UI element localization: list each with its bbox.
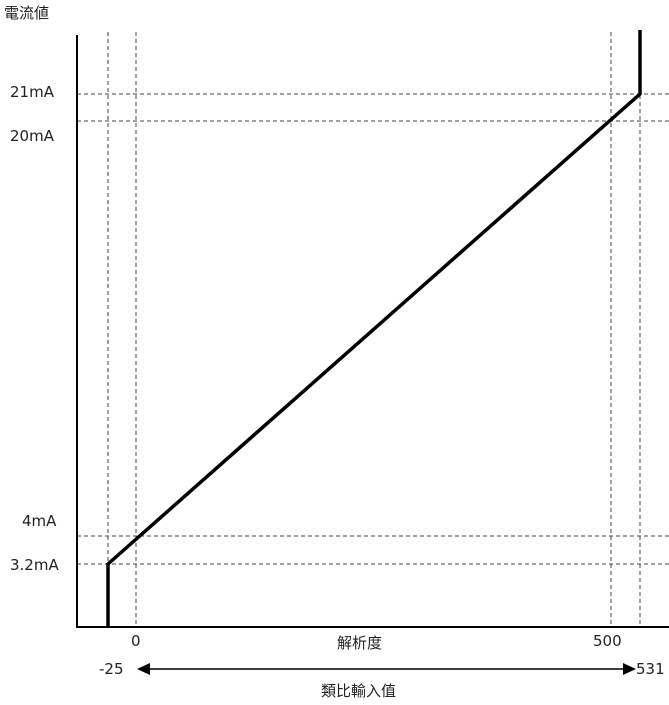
range-start-label: -25 bbox=[99, 660, 124, 678]
x-axis-title: 解析度 bbox=[337, 634, 383, 652]
range-title: 類比輸入值 bbox=[321, 682, 397, 700]
y-tick-label: 20mA bbox=[10, 127, 54, 145]
reference-lines bbox=[77, 32, 669, 627]
range-end-label: 531 bbox=[636, 660, 665, 678]
x-tick-label: 0 bbox=[131, 632, 141, 650]
current-curve bbox=[106, 30, 642, 627]
y-axis-title: 電流値 bbox=[4, 4, 50, 22]
arrow-left-icon bbox=[137, 663, 150, 675]
y-tick-label: 21mA bbox=[10, 83, 54, 101]
range-arrow bbox=[137, 663, 636, 675]
arrow-right-icon bbox=[623, 663, 636, 675]
y-tick-label: 4mA bbox=[22, 512, 57, 530]
x-tick-label: 500 bbox=[593, 632, 622, 650]
y-tick-label: 3.2mA bbox=[10, 556, 59, 574]
